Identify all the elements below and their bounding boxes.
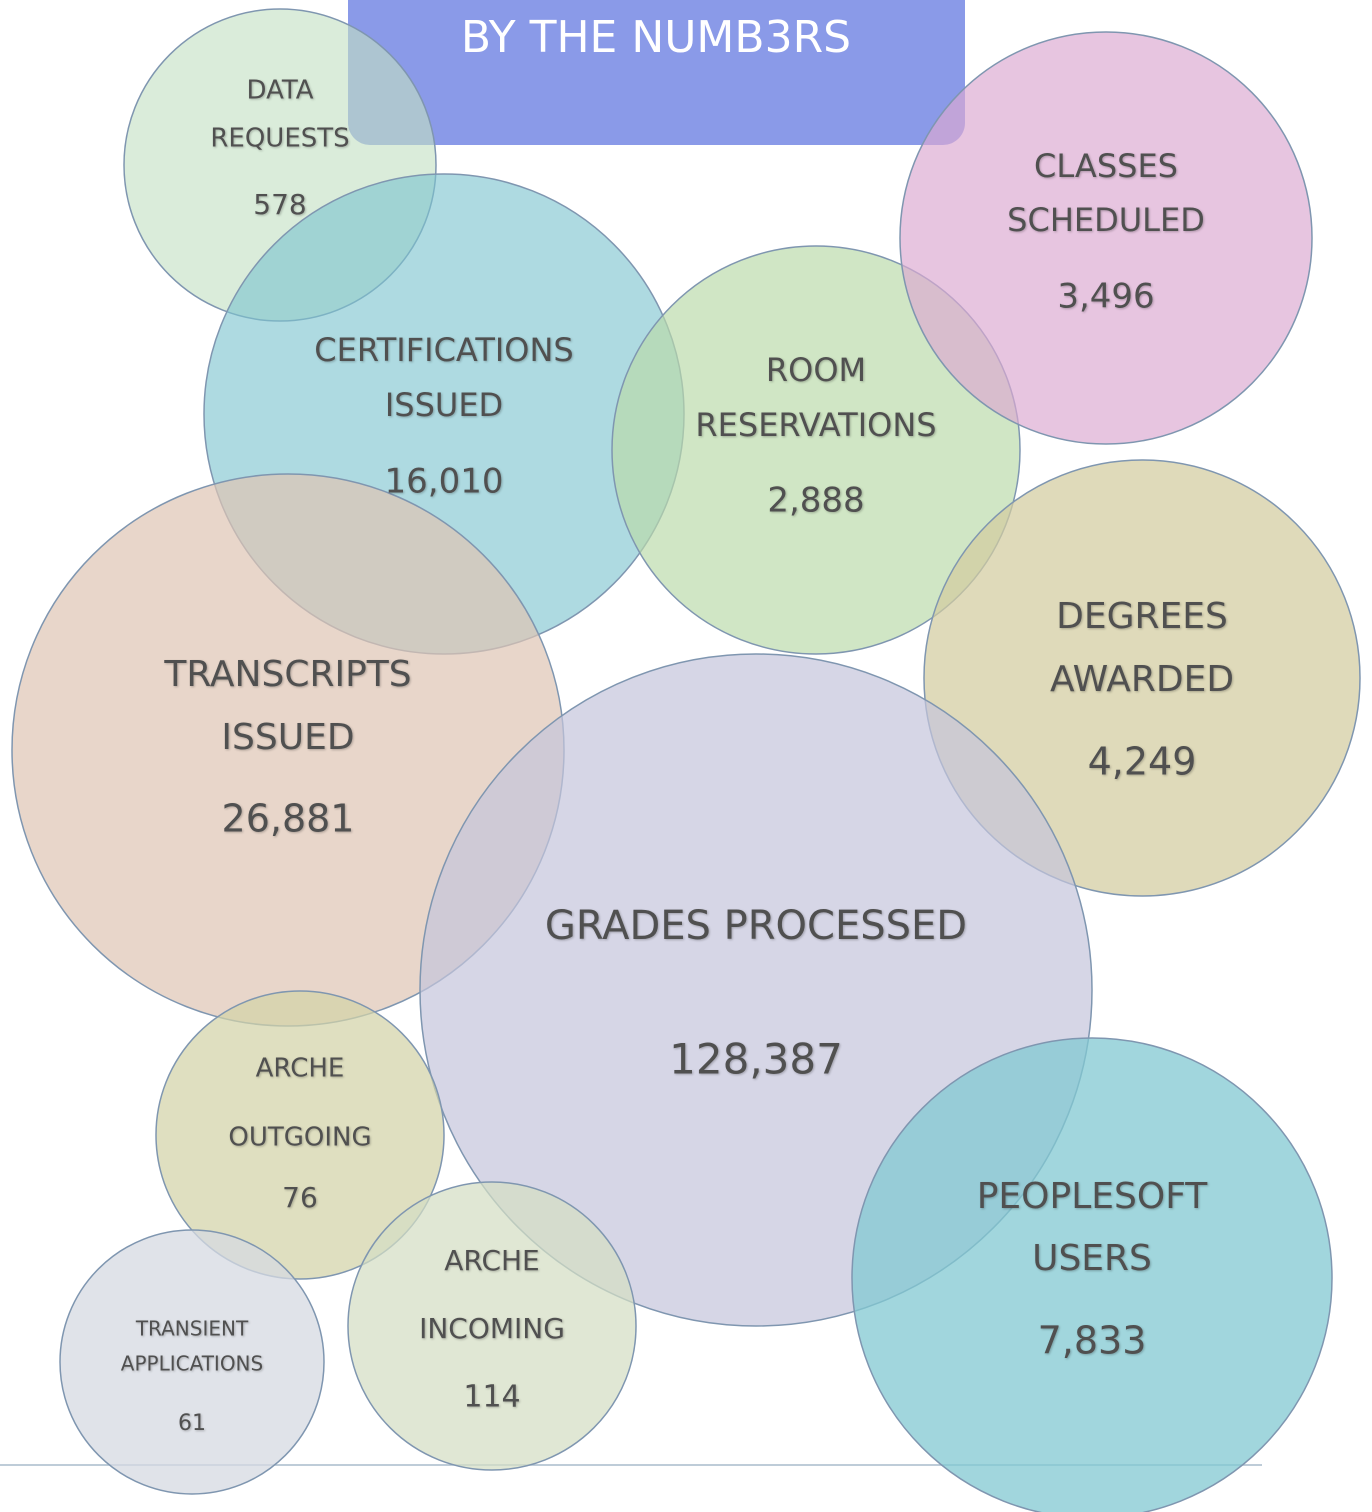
title: BY THE NUMB3RS <box>461 12 851 63</box>
bubble-label: REQUESTS <box>210 124 349 154</box>
bubble-value: 61 <box>178 1411 206 1436</box>
bubble-value: 114 <box>463 1380 520 1415</box>
bubble-value: 578 <box>253 188 306 221</box>
bubble-label: TRANSIENT <box>135 1317 249 1341</box>
bubble-label: PEOPLESOFT <box>977 1176 1209 1217</box>
bubble-label: AWARDED <box>1050 659 1234 700</box>
bubble-value: 4,249 <box>1088 740 1197 784</box>
bubble <box>155 990 445 1280</box>
bubble-label: INCOMING <box>419 1312 565 1345</box>
bubble <box>899 31 1313 445</box>
bubble-label: OUTGOING <box>228 1123 371 1153</box>
bubble <box>59 1229 325 1495</box>
bubble-value: 16,010 <box>385 462 504 502</box>
bubble-label: SCHEDULED <box>1007 201 1205 239</box>
bubble-labels: DATA REQUESTS 578 CERTIFICATIONS ISSUED 16,01… <box>121 76 1234 1437</box>
bubble-label: ISSUED <box>385 386 503 424</box>
bubbles <box>11 8 1361 1512</box>
bubble-label: DATA <box>247 76 314 106</box>
bubble-value: 2,888 <box>767 481 864 521</box>
bubble-label: ARCHE <box>256 1054 345 1084</box>
bubble-value: 3,496 <box>1057 277 1154 317</box>
bubble-label: DEGREES <box>1056 596 1228 637</box>
bubble <box>851 1037 1333 1512</box>
bubble-label: CERTIFICATIONS <box>314 331 573 369</box>
bubble-label: ROOM <box>766 351 866 389</box>
bubble-label: CLASSES <box>1034 147 1178 185</box>
bubble-label: RESERVATIONS <box>695 406 936 444</box>
bubble-value: 7,833 <box>1038 1319 1147 1363</box>
bubble-value: 128,387 <box>669 1035 843 1084</box>
bubble-label: USERS <box>1032 1238 1152 1279</box>
bubble-label: ISSUED <box>221 717 354 758</box>
bubble <box>347 1181 637 1471</box>
bubble-value: 26,881 <box>222 797 355 841</box>
bubble <box>923 459 1361 897</box>
bubble-label: ARCHE <box>444 1244 540 1277</box>
bubble-label: GRADES PROCESSED <box>545 903 967 949</box>
bubble-label: TRANSCRIPTS <box>163 654 411 695</box>
bubble <box>611 245 1021 655</box>
bubble-value: 76 <box>282 1181 318 1214</box>
bubble-label: APPLICATIONS <box>121 1352 263 1376</box>
title-box <box>348 0 965 145</box>
